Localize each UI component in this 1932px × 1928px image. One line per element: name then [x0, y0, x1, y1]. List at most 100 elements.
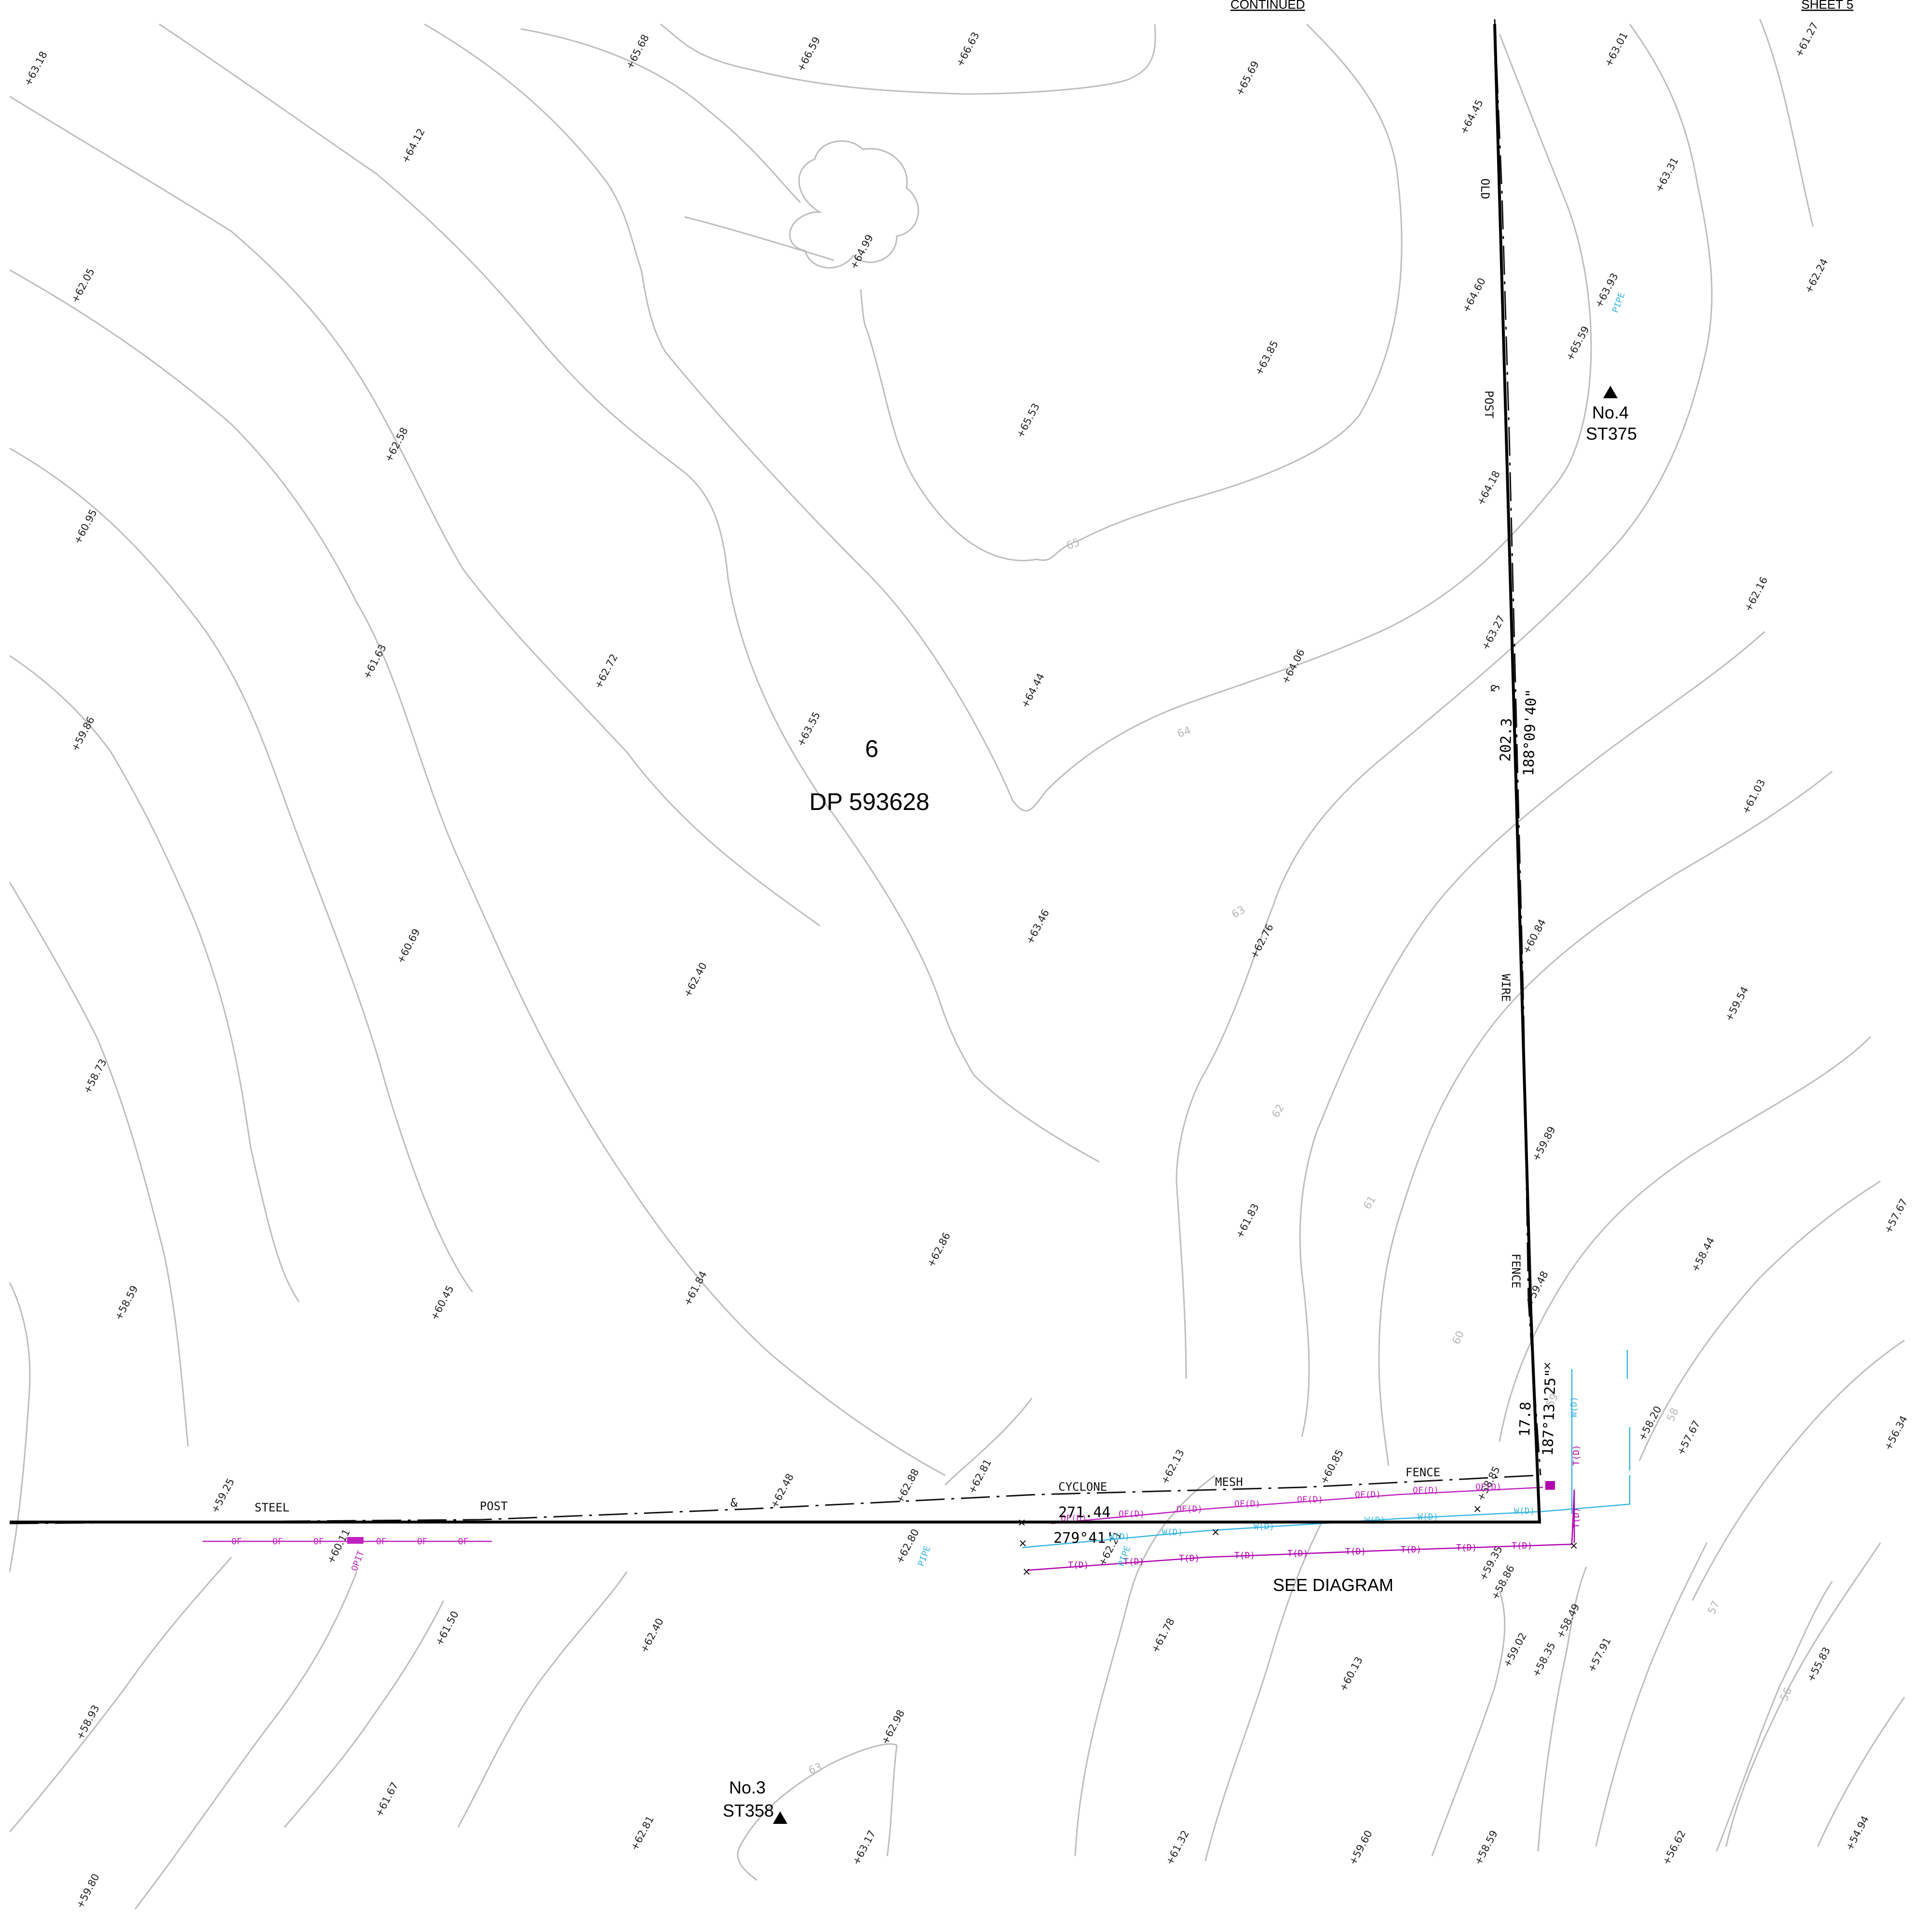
spot-level: +60.84: [1520, 917, 1548, 956]
water-d-label: W(D): [1365, 1515, 1385, 1525]
station-code: ST358: [723, 1801, 774, 1820]
overhead-d-label: OF(D): [1355, 1490, 1381, 1500]
spot-level: +61.50: [433, 1609, 461, 1647]
fence-word: STEEL: [255, 1501, 289, 1514]
spot-level: +54.94: [1843, 1814, 1871, 1852]
spot-level: +59.80: [74, 1872, 102, 1910]
boundary-dimensions: 202.3 188°09'40" 271.44 279°41' 17.8 187…: [1054, 689, 1559, 1547]
utility-lines: OF OF OF OF OF OF OPIT OF(D) OF(D) OF(D)…: [203, 291, 1631, 1573]
fence-word: WIRE: [1499, 974, 1513, 1002]
water-d-label: W(D): [1162, 1527, 1183, 1537]
spot-level: +62.76: [1248, 922, 1276, 960]
east-bearing: 188°09'40": [1520, 689, 1540, 777]
water-d-label: W(D): [1254, 1522, 1274, 1532]
overhead-label: OF: [231, 1537, 242, 1547]
spot-level: +62.72: [592, 652, 620, 690]
spot-level: +58.44: [1689, 1235, 1717, 1274]
cross-marks: × × × × × × ×: [1017, 1360, 1578, 1578]
water-d-label: W(D): [1418, 1512, 1438, 1522]
spot-level: +63.85: [1253, 338, 1281, 377]
spot-level: +64.45: [1458, 97, 1486, 136]
overhead-d-label: OF(D): [1297, 1495, 1323, 1505]
spot-level: +59.48: [1523, 1269, 1551, 1308]
contour-label: 58: [1665, 1406, 1681, 1424]
pipe-label: PIPE: [916, 1545, 933, 1568]
spot-level: +58.73: [81, 1057, 109, 1095]
fence-word: CYCLONE: [1058, 1480, 1107, 1494]
spot-level: +61.78: [1149, 1616, 1177, 1655]
spot-level: +62.24: [1802, 256, 1830, 295]
corner-distance: 17.8: [1516, 1402, 1535, 1437]
spot-level: +63.31: [1653, 155, 1681, 194]
spot-level: +59.25: [209, 1476, 237, 1515]
east-distance: 202.3: [1497, 718, 1515, 762]
spot-level: +62.40: [681, 960, 709, 999]
overhead-d-label: OF(D): [1119, 1509, 1145, 1519]
spot-level: +61.83: [1233, 1201, 1261, 1240]
spot-level: +61.27: [1793, 20, 1821, 59]
contour-lines: [9, 19, 1905, 1910]
opit-label: OPIT: [350, 1550, 366, 1573]
overhead-label: OF: [272, 1537, 283, 1547]
fence-word: OLD: [1478, 178, 1492, 199]
spot-level: +56.34: [1882, 1414, 1910, 1452]
telecom-d-label: T(D): [1456, 1543, 1477, 1553]
spot-level: +63.18: [22, 49, 50, 88]
fence-word: FENCE: [1509, 1254, 1523, 1288]
sheet-label: SHEET 5: [1801, 0, 1853, 12]
spot-level: +62.58: [382, 425, 410, 464]
overhead-label: OF: [313, 1537, 324, 1547]
water-d-label: W(D): [1569, 1397, 1579, 1417]
fence-word: POST: [480, 1499, 508, 1513]
contour-label: 63: [807, 1761, 824, 1777]
telecom-d-label: T(D): [1345, 1547, 1366, 1557]
spot-level: +65.69: [1233, 59, 1261, 97]
spot-level: +62.88: [893, 1467, 921, 1505]
fence-word: MESH: [1215, 1475, 1243, 1489]
water-d-label: W(D): [1514, 1506, 1535, 1516]
lot-number: 6: [865, 735, 878, 762]
telecom-d-label: T(D): [1179, 1553, 1200, 1564]
triangle-icon: [1603, 386, 1618, 398]
spot-level: +60.45: [428, 1283, 456, 1322]
svg-text:×: ×: [1017, 1517, 1026, 1529]
spot-level: +63.17: [850, 1828, 878, 1867]
fence-word: &: [730, 1496, 738, 1510]
overhead-label: OF: [458, 1537, 469, 1547]
south-fence-line: [9, 1474, 1539, 1524]
spot-level: +58.35: [1530, 1640, 1558, 1679]
spot-level: +59.89: [1530, 1124, 1558, 1163]
spot-level: +64.60: [1460, 276, 1488, 314]
contour-label: 63: [1230, 904, 1248, 921]
spot-level: +61.63: [361, 642, 389, 681]
spot-level: +59.54: [1723, 984, 1751, 1023]
survey-station-no3: No.3 ST358: [723, 1778, 787, 1824]
svg-text:×: ×: [1543, 1360, 1552, 1372]
spot-level: +57.67: [1882, 1197, 1910, 1235]
contour-label: 60: [1450, 1329, 1467, 1347]
spot-level: +61.67: [373, 1780, 401, 1819]
spot-level: +61.32: [1163, 1828, 1191, 1867]
svg-text:×: ×: [1473, 1503, 1482, 1515]
telecom-d-label: T(D): [1571, 1508, 1581, 1528]
spot-level: +56.62: [1660, 1828, 1688, 1867]
contour-label: 61: [1362, 1194, 1379, 1212]
fence-word: FENCE: [1405, 1466, 1440, 1479]
spot-level: +64.44: [1019, 671, 1047, 710]
contour-label: 65: [1065, 537, 1082, 553]
spot-level: +63.55: [795, 710, 823, 748]
spot-level: +62.16: [1742, 575, 1770, 613]
svg-text:×: ×: [1022, 1566, 1031, 1578]
spot-level: +59.60: [1347, 1828, 1375, 1867]
telecom-d-label: T(D): [1401, 1545, 1421, 1555]
tree-symbol: [789, 140, 919, 269]
spot-level: +62.48: [768, 1471, 796, 1510]
svg-text:×: ×: [1211, 1526, 1220, 1538]
spot-level: +62.05: [69, 266, 97, 305]
spot-level: +62.98: [879, 1708, 907, 1746]
see-diagram-note: SEE DIAGRAM: [1273, 1575, 1393, 1595]
spot-level: +60.13: [1337, 1655, 1365, 1693]
telecom-d-label: T(D): [1571, 1445, 1581, 1466]
spot-level: +61.03: [1740, 777, 1768, 816]
